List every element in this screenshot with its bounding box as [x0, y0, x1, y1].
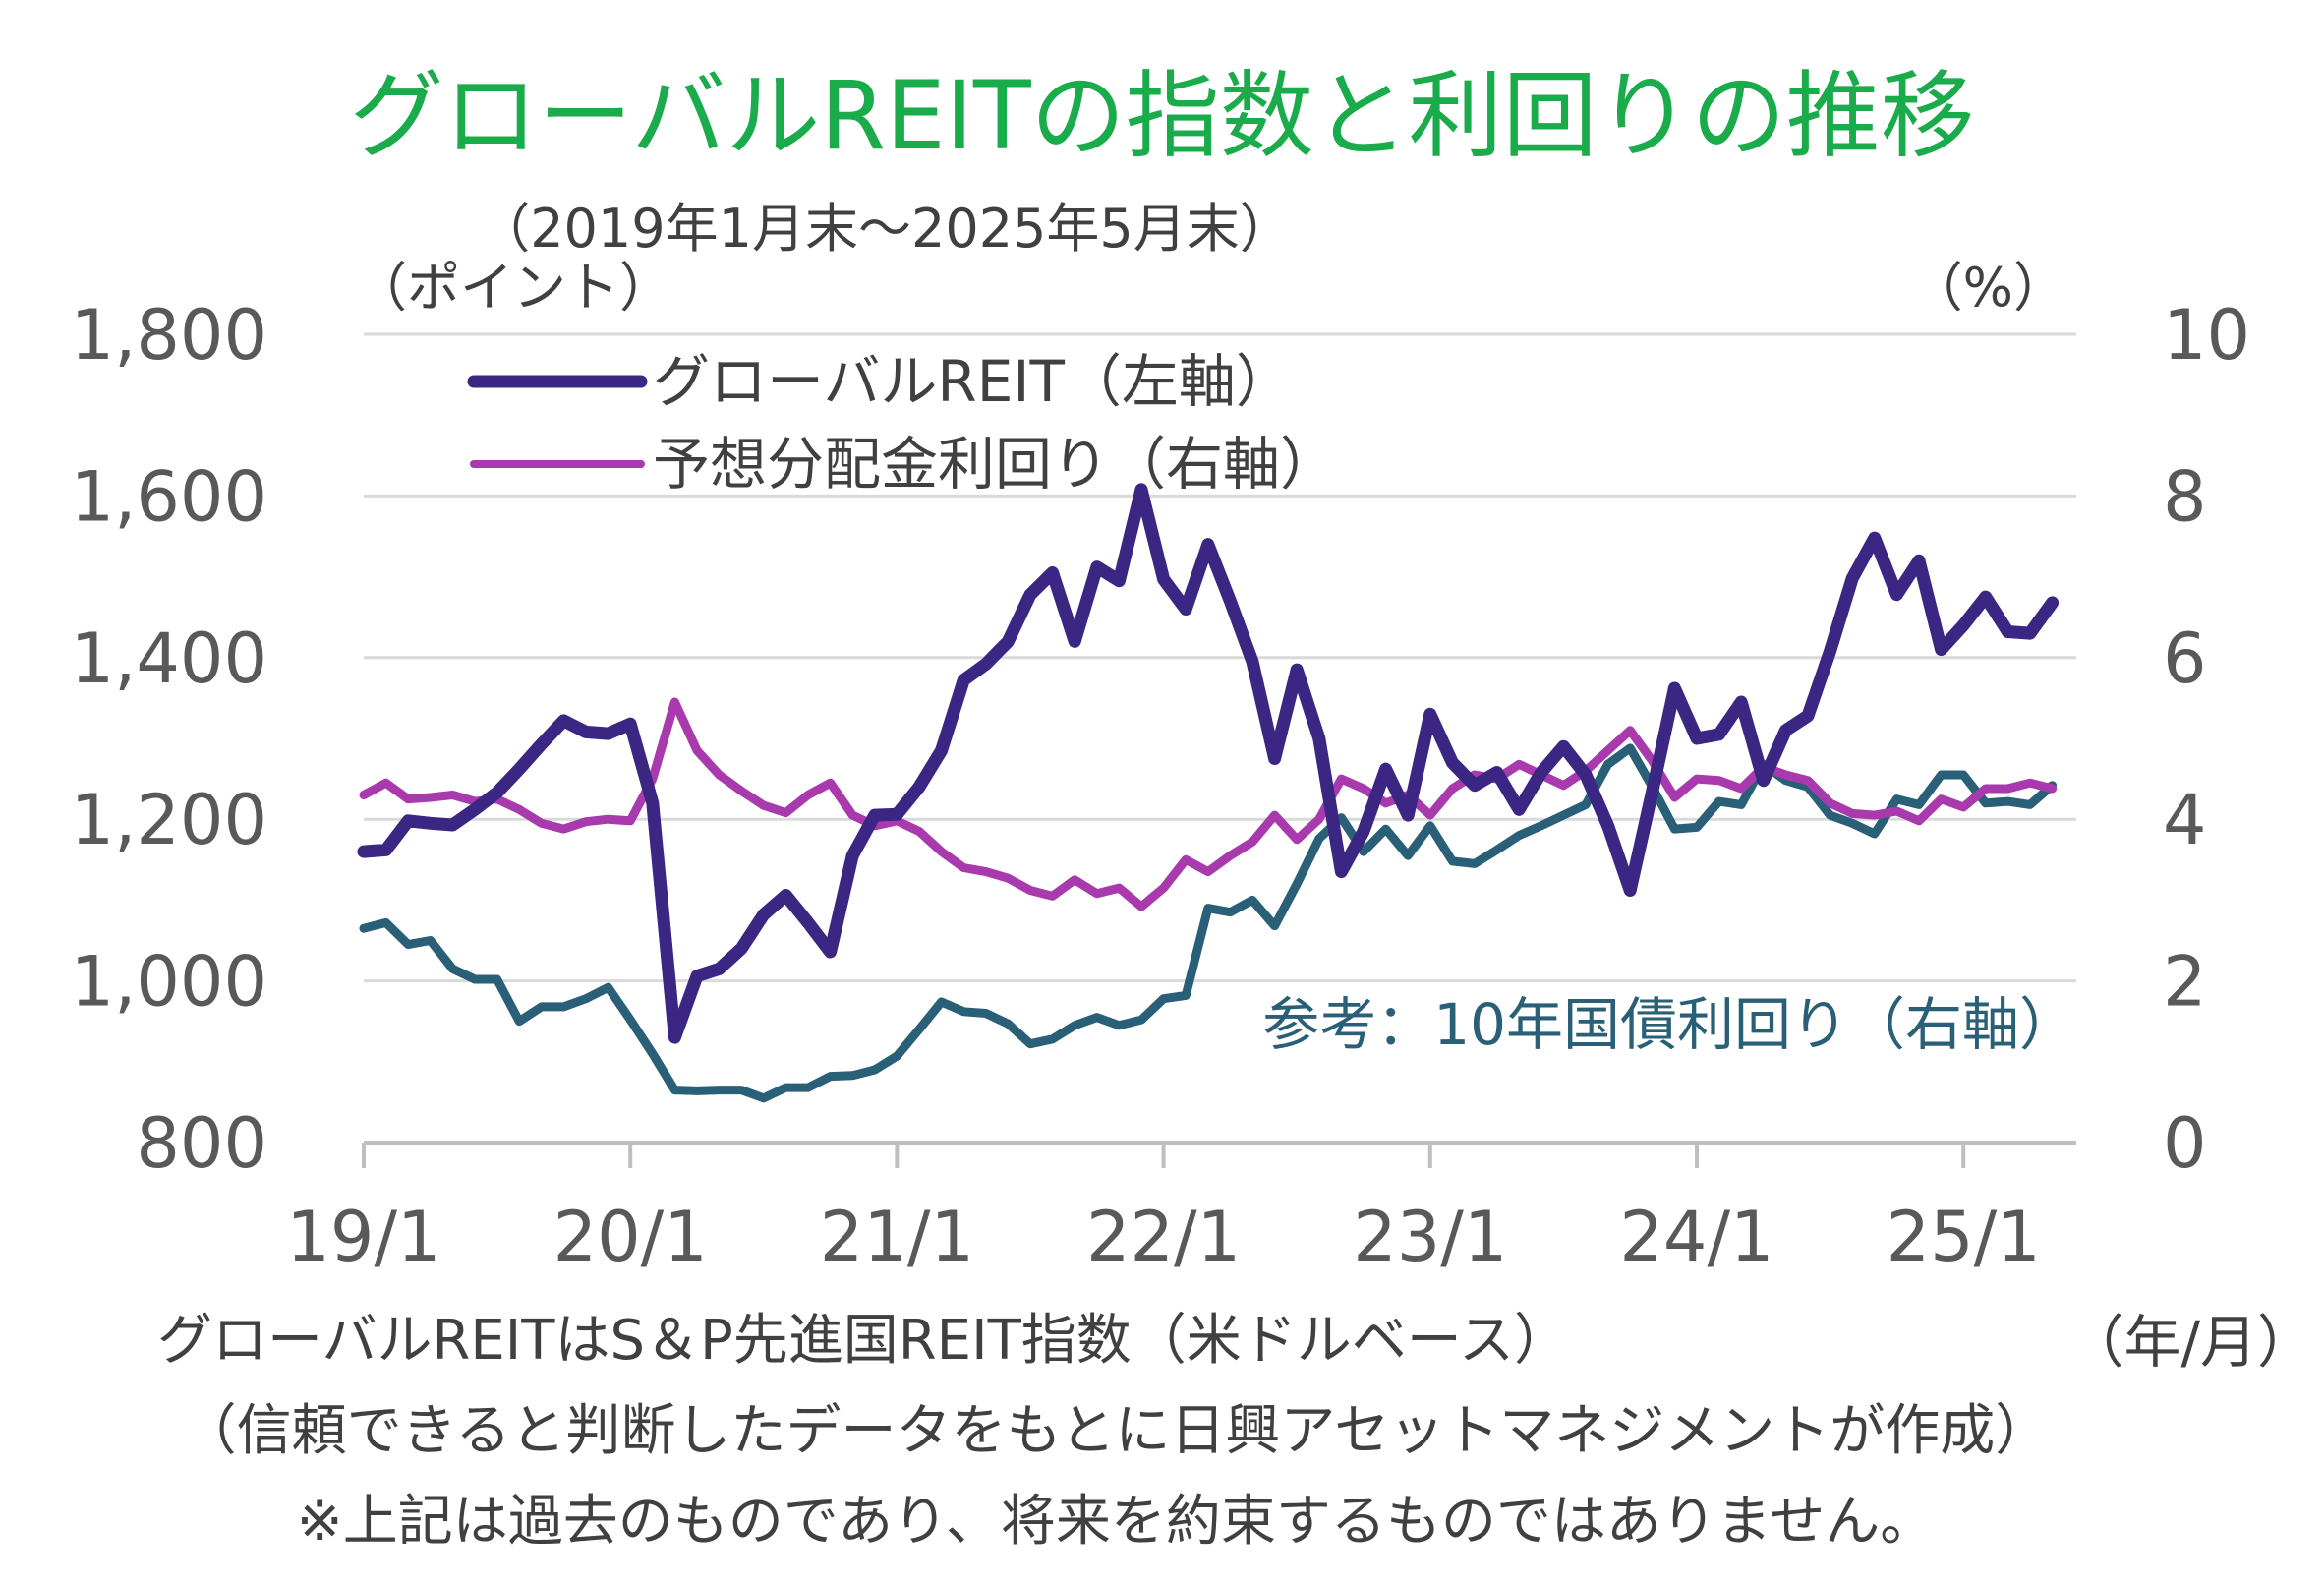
y-right-tick-label: 4	[2163, 780, 2207, 860]
legend: グローバルREIT（左軸） 予想分配金利回り（右軸）	[467, 348, 1337, 498]
x-axis	[362, 1141, 2076, 1168]
disclaimer-note: ※上記は過去のものであり、将来を約束するものではありません。	[296, 1490, 1936, 1554]
series-lines	[357, 483, 2060, 1103]
y-right-tick-label: 0	[2163, 1103, 2207, 1184]
y-left-tick-label: 1,800	[71, 295, 267, 376]
series-line-global-reit	[357, 483, 2060, 1044]
y-right-tick-label: 6	[2163, 618, 2207, 699]
chart-subtitle: （2019年1月末～2025年5月末）	[477, 198, 1293, 260]
left-axis-unit: （ポイント）	[354, 257, 672, 319]
x-tick-label: 22/1	[1086, 1197, 1241, 1277]
x-axis-unit: （年/月）	[2066, 1309, 2314, 1376]
x-tick-label: 21/1	[820, 1197, 974, 1277]
y-left-tick-label: 800	[136, 1103, 267, 1184]
tick-labels: 1,800 1,600 1,400 1,200 1,000 800 10 8 6 4 2 0 19/1 2…	[71, 295, 2250, 1277]
y-left-tick-label: 1,400	[71, 618, 267, 699]
legend-label-yield: 予想分配金利回り（右軸）	[653, 431, 1337, 498]
right-axis-unit: （%）	[1909, 257, 2066, 319]
y-left-tick-label: 1,200	[71, 780, 267, 860]
maker-note: （信頼できると判断したデータをもとに日興アセットマネジメントが作成）	[181, 1399, 2051, 1463]
x-tick-label: 24/1	[1619, 1197, 1773, 1277]
legend-label-reit: グローバルREIT（左軸）	[653, 348, 1293, 415]
x-tick-label: 20/1	[553, 1197, 708, 1277]
y-right-tick-label: 8	[2163, 456, 2207, 537]
x-tick-label: 25/1	[1887, 1197, 2041, 1277]
x-tick-label: 23/1	[1353, 1197, 1507, 1277]
source-note: グローバルREITはS＆P先進国REIT指数（米ドルベース）	[157, 1309, 1569, 1373]
reference-series-label: 参考：10年国債利回り（右軸）	[1262, 991, 2076, 1058]
y-left-tick-label: 1,600	[71, 456, 267, 537]
chart-title: グローバルREITの指数と利回りの推移	[349, 61, 1975, 171]
y-right-tick-label: 2	[2163, 942, 2207, 1023]
x-tick-label: 19/1	[286, 1197, 440, 1277]
y-left-tick-label: 1,000	[71, 942, 267, 1023]
y-right-tick-label: 10	[2163, 295, 2250, 376]
